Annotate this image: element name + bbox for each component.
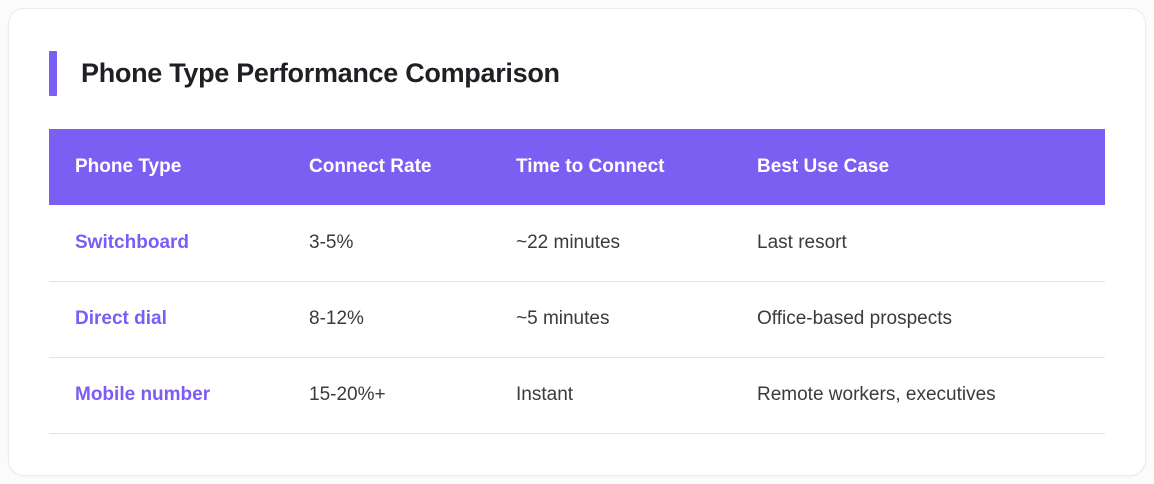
title-row: Phone Type Performance Comparison — [49, 51, 1097, 96]
cell-phone-type[interactable]: Direct dial — [49, 281, 283, 358]
column-header-time-to-connect: Time to Connect — [490, 129, 731, 205]
cell-best-use-case: Office-based prospects — [731, 281, 1105, 358]
column-header-connect-rate: Connect Rate — [283, 129, 490, 205]
cell-phone-type[interactable]: Mobile number — [49, 357, 283, 434]
table-header: Phone Type Connect Rate Time to Connect … — [49, 129, 1105, 205]
table-row: Mobile number 15-20%+ Instant Remote wor… — [49, 357, 1105, 434]
table-header-row: Phone Type Connect Rate Time to Connect … — [49, 129, 1105, 205]
cell-time-to-connect: ~22 minutes — [490, 205, 731, 282]
cell-connect-rate: 3-5% — [283, 205, 490, 282]
cell-best-use-case: Last resort — [731, 205, 1105, 282]
phone-type-comparison-table: Phone Type Connect Rate Time to Connect … — [49, 129, 1105, 434]
title-accent-bar — [49, 51, 57, 96]
table-row: Direct dial 8-12% ~5 minutes Office-base… — [49, 281, 1105, 358]
cell-phone-type[interactable]: Switchboard — [49, 205, 283, 282]
comparison-card: Phone Type Performance Comparison Phone … — [8, 8, 1146, 476]
column-header-phone-type: Phone Type — [49, 129, 283, 205]
column-header-best-use-case: Best Use Case — [731, 129, 1105, 205]
cell-best-use-case: Remote workers, executives — [731, 357, 1105, 434]
table-body: Switchboard 3-5% ~22 minutes Last resort… — [49, 205, 1105, 434]
cell-connect-rate: 15-20%+ — [283, 357, 490, 434]
page-title: Phone Type Performance Comparison — [81, 58, 560, 88]
cell-time-to-connect: ~5 minutes — [490, 281, 731, 358]
cell-connect-rate: 8-12% — [283, 281, 490, 358]
cell-time-to-connect: Instant — [490, 357, 731, 434]
table-row: Switchboard 3-5% ~22 minutes Last resort — [49, 205, 1105, 282]
